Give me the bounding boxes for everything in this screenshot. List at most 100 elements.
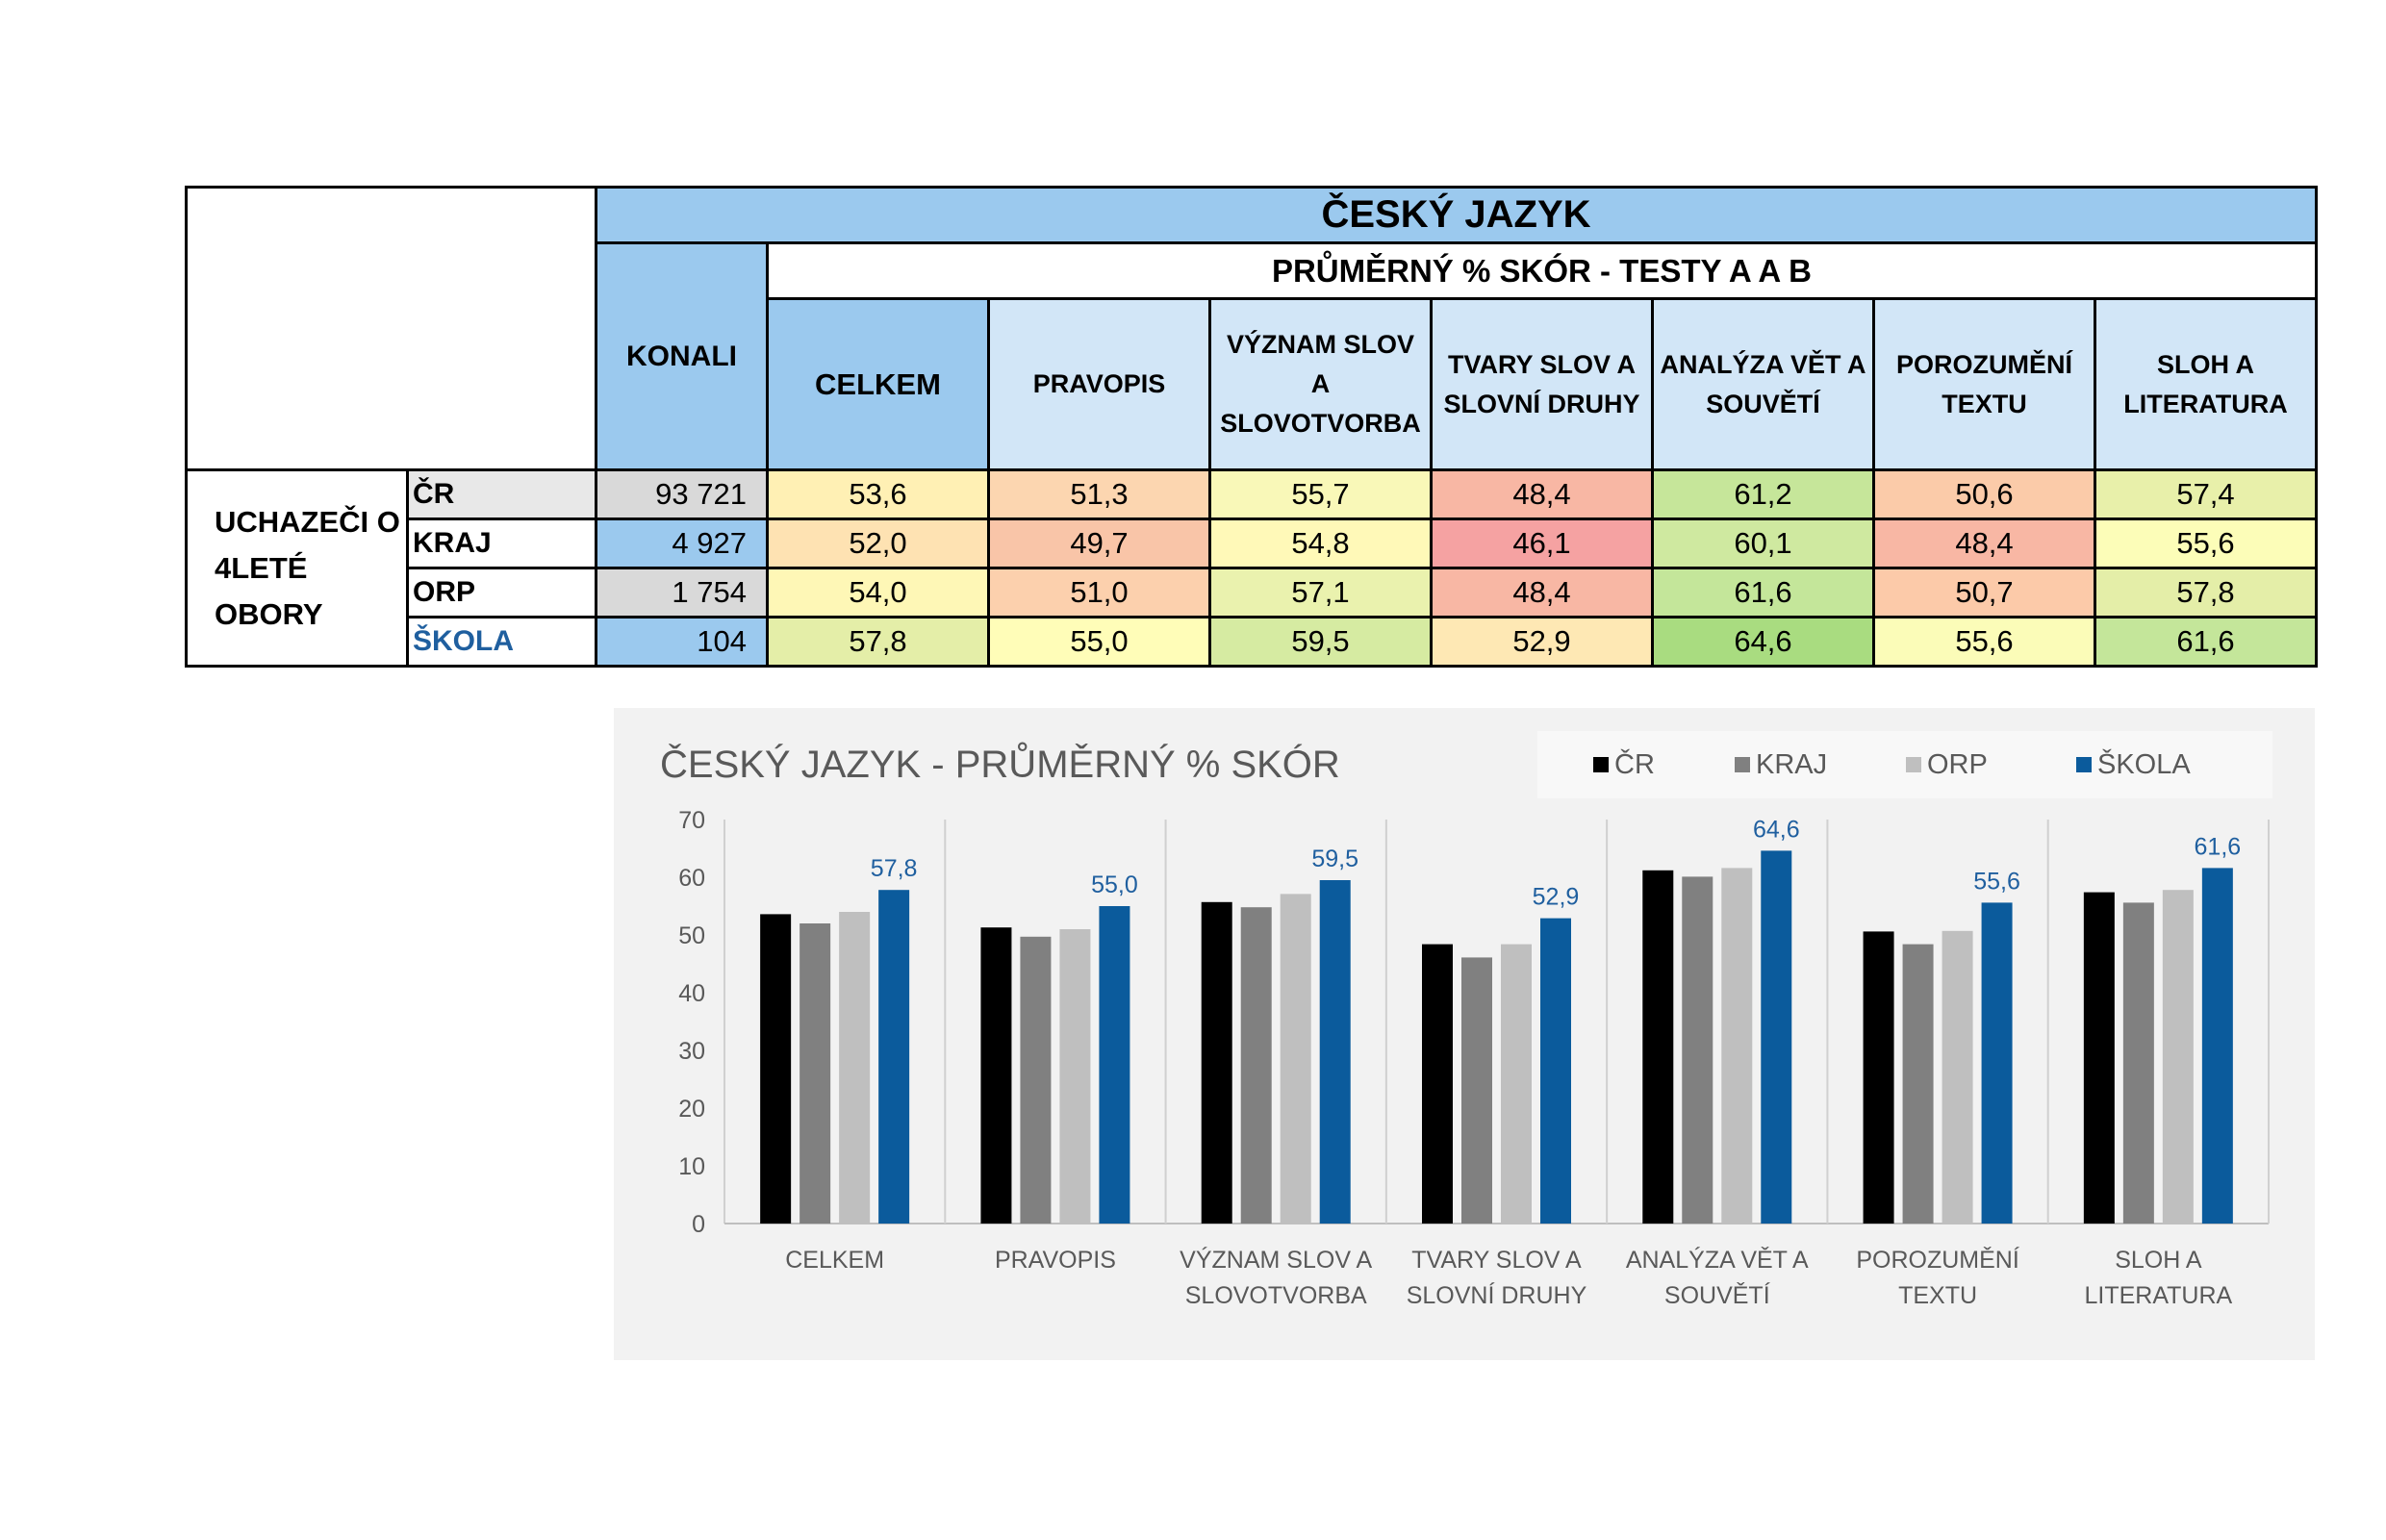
konali-value: 1 754 xyxy=(595,567,769,619)
score-cell: 60,1 xyxy=(1651,518,1875,569)
table-row: ORP 1 754 54,0 51,0 57,1 48,4 61,6 50,7 57,8 xyxy=(187,567,2318,619)
column-header-line: SOUVĚTÍ xyxy=(1706,389,1820,418)
bar-čr xyxy=(1422,944,1453,1224)
category-label: SOUVĚTÍ xyxy=(1664,1281,1770,1309)
data-label: 59,5 xyxy=(1311,846,1358,872)
y-tick-label: 50 xyxy=(678,922,705,949)
column-header-line: TEXTU xyxy=(1942,389,2027,418)
column-header: TVARY SLOV A SLOVNÍ DRUHY xyxy=(1430,297,1654,471)
data-label: 61,6 xyxy=(2195,833,2242,860)
bar-kraj xyxy=(2122,902,2154,1224)
konali-value: 4 927 xyxy=(595,518,769,569)
column-header: VÝZNAM SLOV A SLOVOTVORBA xyxy=(1208,297,1433,471)
legend-label: ORP xyxy=(1927,749,1988,780)
score-cell: 54,0 xyxy=(766,567,990,619)
score-cell: 61,2 xyxy=(1651,468,1875,520)
column-header-line: SLOVNÍ DRUHY xyxy=(1443,389,1640,418)
column-header: POROZUMĚNÍ TEXTU xyxy=(1872,297,2096,471)
table-row: UCHAZEČI O 4LETÉ OBORY ČR 93 721 53,6 51,3 55,7… xyxy=(185,468,2318,668)
group-label-line: OBORY xyxy=(215,596,323,631)
score-cell: 61,6 xyxy=(2094,616,2318,668)
bar-chart-panel: ČESKÝ JAZYK - PRŮMĚRNÝ % SKÓR ČR KRAJ ORP ŠK… xyxy=(614,708,2315,1360)
bar-orp xyxy=(1280,894,1311,1224)
bar-čr xyxy=(2083,892,2115,1224)
bar-kraj xyxy=(1902,944,1934,1224)
column-header-line: VÝZNAM SLOV xyxy=(1226,330,1414,359)
table-row: ŠKOLA 104 57,8 55,0 59,5 52,9 64,6 55,6 61,6 xyxy=(187,616,2318,668)
score-cell: 55,6 xyxy=(1872,616,2096,668)
results-table: ČESKÝ JAZYK KONALI PRŮMĚRNÝ % SKÓR - TES… xyxy=(185,186,2318,668)
bar-škola xyxy=(1540,918,1571,1224)
table-subtitle: PRŮMĚRNÝ % SKÓR - TESTY A A B xyxy=(766,241,2318,300)
data-label: 55,0 xyxy=(1091,871,1138,898)
data-label: 52,9 xyxy=(1533,884,1580,911)
score-cell: 54,8 xyxy=(1208,518,1433,569)
group-label-line: UCHAZEČI O xyxy=(215,504,400,539)
bar-orp xyxy=(2162,890,2194,1224)
score-cell: 57,4 xyxy=(2094,468,2318,520)
legend-label: ŠKOLA xyxy=(2097,747,2191,780)
score-cell: 53,6 xyxy=(766,468,990,520)
table-title: ČESKÝ JAZYK xyxy=(595,186,2318,244)
category-label: LITERATURA xyxy=(2084,1282,2232,1309)
category-label: CELKEM xyxy=(785,1247,884,1274)
score-cell: 51,3 xyxy=(987,468,1211,520)
column-header-line: TVARY SLOV A xyxy=(1447,349,1637,379)
column-header-line: POROZUMĚNÍ xyxy=(1895,349,2072,379)
y-tick-label: 70 xyxy=(678,807,705,834)
bar-čr xyxy=(980,927,1012,1224)
row-label: ORP xyxy=(406,567,597,619)
konali-value: 104 xyxy=(595,616,769,668)
bar-orp xyxy=(839,912,871,1224)
category-label: POROZUMĚNÍ xyxy=(1856,1246,2018,1274)
group-label-line: 4LETÉ xyxy=(215,550,308,585)
score-cell: 59,5 xyxy=(1208,616,1433,668)
category-label: SLOVNÍ DRUHY xyxy=(1407,1281,1587,1309)
column-header-line: SLOVOTVORBA xyxy=(1220,409,1421,438)
bar-orp xyxy=(1059,929,1091,1224)
bar-čr xyxy=(1201,901,1232,1224)
category-label: VÝZNAM SLOV A xyxy=(1180,1246,1372,1274)
bar-kraj xyxy=(1240,907,1272,1224)
bar-škola xyxy=(878,890,910,1224)
legend-swatch-orp xyxy=(1906,757,1921,772)
score-cell: 55,7 xyxy=(1208,468,1433,520)
bar-kraj xyxy=(800,923,831,1224)
score-cell: 48,4 xyxy=(1430,567,1654,619)
bar-orp xyxy=(1942,930,1973,1224)
category-label: PRAVOPIS xyxy=(995,1247,1116,1274)
score-cell: 50,7 xyxy=(1872,567,2096,619)
data-label: 64,6 xyxy=(1753,816,1800,843)
column-header: PRAVOPIS xyxy=(987,297,1211,471)
score-cell: 50,6 xyxy=(1872,468,2096,520)
legend-box xyxy=(1537,731,2272,798)
bar-kraj xyxy=(1020,936,1052,1224)
legend-swatch-čr xyxy=(1593,757,1609,772)
score-cell: 64,6 xyxy=(1651,616,1875,668)
bar-kraj xyxy=(1461,957,1492,1224)
score-cell: 61,6 xyxy=(1651,567,1875,619)
group-label: UCHAZEČI O 4LETÉ OBORY xyxy=(185,468,409,668)
konali-value: 93 721 xyxy=(595,468,769,520)
bar-čr xyxy=(1863,931,1894,1224)
y-tick-label: 0 xyxy=(692,1211,705,1238)
y-tick-label: 10 xyxy=(678,1153,705,1180)
category-label: TVARY SLOV A xyxy=(1411,1247,1582,1274)
y-tick-label: 60 xyxy=(678,865,705,892)
score-cell: 52,0 xyxy=(766,518,990,569)
bar-orp xyxy=(1501,944,1532,1224)
score-cell: 49,7 xyxy=(987,518,1211,569)
bar-čr xyxy=(760,914,792,1224)
column-header-line: SLOH A xyxy=(2157,349,2254,379)
table-row: KRAJ 4 927 52,0 49,7 54,8 46,1 60,1 48,4 55,6 xyxy=(187,518,2318,569)
bar-škola xyxy=(1761,850,1792,1224)
y-tick-label: 40 xyxy=(678,980,705,1007)
score-cell: 57,1 xyxy=(1208,567,1433,619)
legend-label: ČR xyxy=(1614,747,1655,780)
column-header-line: LITERATURA xyxy=(2123,389,2288,418)
bar-chart: ČESKÝ JAZYK - PRŮMĚRNÝ % SKÓR ČR KRAJ ORP ŠK… xyxy=(660,731,2272,1309)
score-cell: 52,9 xyxy=(1430,616,1654,668)
row-label: ČR xyxy=(406,468,597,520)
category-label: SLOH A xyxy=(2115,1247,2202,1274)
data-label: 55,6 xyxy=(1973,868,2020,895)
